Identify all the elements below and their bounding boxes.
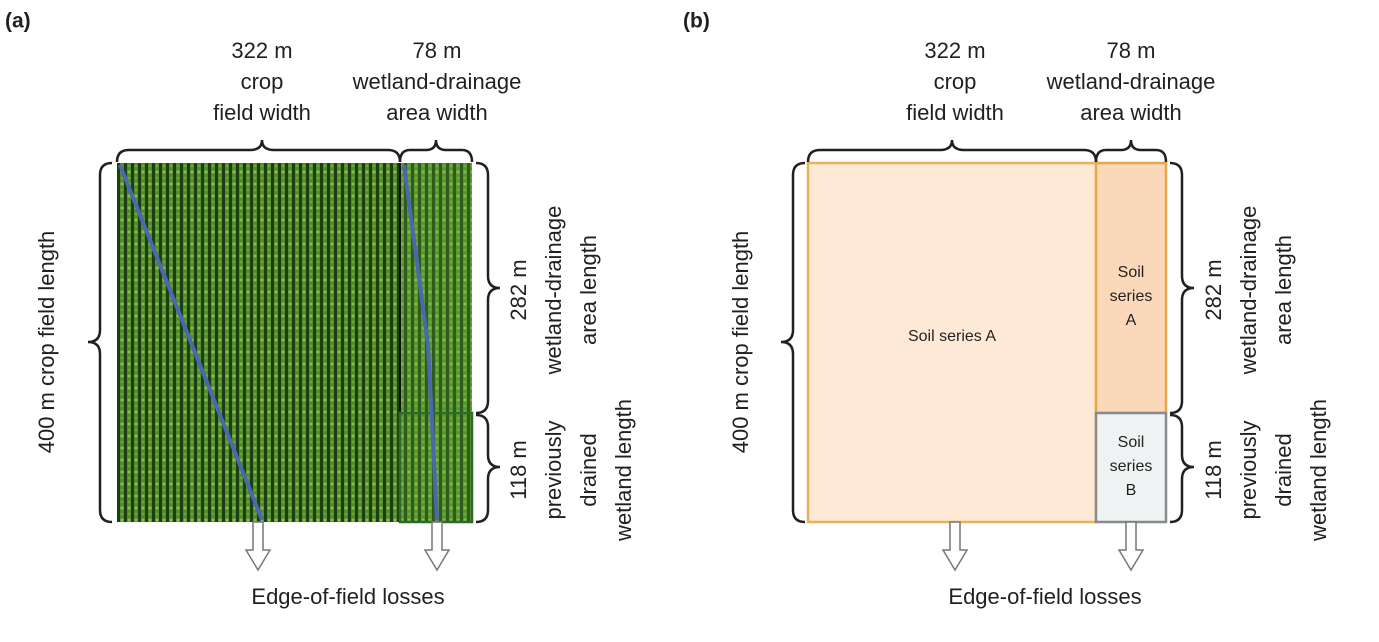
arrow xyxy=(1117,521,1145,572)
brace xyxy=(475,161,501,415)
width-label: field width xyxy=(906,100,1004,125)
zone-label: Soil xyxy=(1118,264,1145,281)
length-label: previously xyxy=(1236,420,1261,519)
length-label: wetland length xyxy=(611,399,636,542)
width-label: 322 m xyxy=(231,38,292,63)
zone-label: series xyxy=(1110,458,1153,475)
width-label: 322 m xyxy=(924,38,985,63)
brace xyxy=(398,139,474,163)
arrow xyxy=(941,521,969,572)
brace xyxy=(1094,139,1168,163)
flow-path xyxy=(118,164,264,521)
wetland-zone xyxy=(1094,161,1168,415)
zone-label: B xyxy=(1126,482,1137,499)
length-label: area length xyxy=(576,235,601,345)
length-label: wetland-drainage xyxy=(541,206,566,376)
length-label: 118 m xyxy=(1201,440,1226,500)
length-label: area length xyxy=(1271,235,1296,345)
panel-label: (b) xyxy=(683,10,710,33)
arrow xyxy=(244,521,272,572)
width-label: area width xyxy=(1080,100,1182,125)
length-label: 118 m xyxy=(506,440,531,500)
width-label: wetland-drainage xyxy=(352,69,522,94)
losses-label: Edge-of-field losses xyxy=(948,584,1141,609)
length-label: 400 m crop field length xyxy=(728,231,753,454)
brace xyxy=(780,161,806,524)
width-label: crop xyxy=(934,69,977,94)
length-label: 282 m xyxy=(1201,259,1226,320)
flow-path xyxy=(402,164,439,521)
panel-label: (a) xyxy=(5,10,31,33)
brace xyxy=(115,139,402,163)
length-label: 282 m xyxy=(506,259,531,320)
length-label: previously xyxy=(541,420,566,519)
brace xyxy=(1169,413,1195,524)
brace xyxy=(1169,161,1195,415)
brace xyxy=(87,161,113,524)
width-label: area width xyxy=(386,100,488,125)
length-label: drained xyxy=(576,433,601,506)
length-label: wetland length xyxy=(1306,399,1331,542)
width-label: 78 m xyxy=(413,38,462,63)
length-label: drained xyxy=(1271,433,1296,506)
width-label: 78 m xyxy=(1107,38,1156,63)
arrow xyxy=(423,521,451,572)
brace xyxy=(475,413,501,524)
width-label: wetland-drainage xyxy=(1046,69,1216,94)
brace xyxy=(806,139,1098,163)
width-label: field width xyxy=(213,100,311,125)
zone-label: Soil series A xyxy=(908,328,996,345)
length-label: wetland-drainage xyxy=(1236,206,1261,376)
panel-a: (a) 322 m crop field width 78 m wetland-… xyxy=(5,10,636,609)
length-label: 400 m crop field length xyxy=(34,231,59,454)
panel-b: (b) 322 m crop field width 78 m wetland-… xyxy=(683,10,1331,609)
zone-label: Soil xyxy=(1118,434,1145,451)
losses-label: Edge-of-field losses xyxy=(251,584,444,609)
zone-label: series xyxy=(1110,288,1153,305)
zone-label: A xyxy=(1126,312,1137,329)
width-label: crop xyxy=(241,69,284,94)
